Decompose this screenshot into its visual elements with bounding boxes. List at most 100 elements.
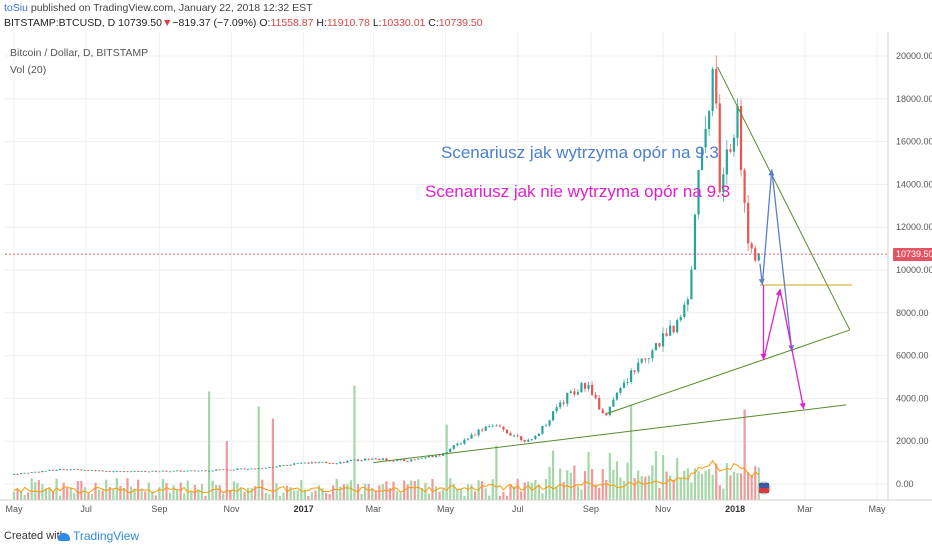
y-tick-label: 14000.00: [896, 179, 932, 189]
candle-body: [90, 470, 94, 471]
candle-body: [204, 470, 207, 472]
candle-body: [27, 472, 30, 474]
candle-body: [410, 459, 413, 462]
tradingview-link[interactable]: TradingView: [58, 529, 139, 543]
candle-body: [452, 445, 455, 449]
volume-bar: [463, 495, 466, 500]
candle-body: [555, 407, 558, 412]
candle-body: [289, 464, 292, 466]
candle-body: [300, 462, 303, 464]
volume-bar: [239, 488, 243, 500]
candle-body: [427, 455, 431, 458]
volume-bar: [481, 481, 484, 500]
candle-body: [715, 68, 718, 104]
volume-bar: [158, 487, 161, 500]
candle-body: [530, 439, 533, 440]
volume-bar: [622, 481, 626, 500]
volume-bar: [62, 482, 65, 500]
y-tick-label: 4000.00: [896, 393, 929, 403]
candle-body: [456, 443, 459, 446]
volume-bar: [669, 475, 672, 500]
volume-bar: [232, 481, 235, 500]
candle-body: [743, 169, 746, 203]
volume-bar: [637, 470, 640, 500]
scenario-arrows: [758, 169, 806, 410]
volume-bar: [207, 391, 211, 500]
scenario-blue-label: Scenariusz jak wytrzyma opór na 9.3: [441, 143, 719, 162]
candle-body: [403, 459, 406, 462]
candle-body: [140, 471, 143, 472]
scenario-segment: [779, 289, 805, 410]
candle-body: [339, 461, 342, 464]
volume-bar: [339, 486, 342, 500]
volume-bar: [654, 451, 658, 500]
change-arrow-icon: ▼: [161, 17, 173, 29]
volume-bar: [700, 473, 704, 500]
candle-body: [257, 468, 260, 470]
candle-body: [566, 393, 569, 404]
candle-body: [573, 391, 576, 395]
x-tick-label: Jul: [512, 504, 524, 514]
volume-bar: [48, 487, 51, 500]
candle-body: [254, 468, 257, 470]
volume-bar: [427, 493, 431, 500]
candle-body: [168, 471, 172, 473]
candle-body: [378, 459, 381, 461]
x-tick-label: Nov: [655, 504, 672, 514]
volume-bar: [186, 480, 189, 500]
volume-bar: [168, 493, 172, 500]
candle-body: [608, 406, 611, 416]
volume-bar: [491, 479, 494, 500]
candle-body: [236, 468, 239, 470]
volume-bar: [683, 470, 686, 500]
candle-body: [711, 68, 714, 112]
candle-body: [672, 325, 675, 333]
volume-bar: [94, 482, 97, 500]
volume-bar: [137, 479, 140, 500]
close-label: C:: [428, 17, 439, 29]
volume-bar: [310, 492, 314, 500]
volume-bar: [470, 484, 473, 500]
candle-body: [232, 469, 235, 471]
candle-body: [406, 461, 409, 462]
low-value: 10330.01: [381, 17, 426, 29]
open-value: 11558.87: [270, 17, 314, 29]
flag-icon: [757, 481, 771, 495]
volume-bar: [76, 481, 79, 500]
author-link[interactable]: toSiu: [4, 2, 28, 14]
volume-bar: [285, 485, 289, 500]
candle-body: [172, 470, 175, 472]
candle-body: [261, 468, 264, 470]
volume-bar: [736, 473, 739, 500]
arrow-head: [799, 402, 806, 410]
y-axis: 20000.00 18000.00 16000.00 14000.00 12000.00…: [896, 51, 932, 489]
volume-bar: [580, 489, 583, 500]
volume-bar: [729, 475, 732, 500]
candle-body: [34, 471, 37, 473]
candle-body: [491, 425, 494, 427]
candle-body: [87, 470, 90, 471]
last-price: 10739.50: [118, 17, 162, 29]
price-chart[interactable]: 20000.00 18000.00 16000.00 14000.00 12000.00…: [0, 0, 932, 526]
volume-bar: [122, 488, 126, 500]
candle-body: [321, 461, 324, 463]
candle-body: [186, 470, 189, 472]
volume-bar: [204, 495, 207, 500]
volume-bar: [353, 385, 356, 500]
candle-body: [83, 470, 87, 471]
candle-body: [154, 470, 157, 472]
volume-bar: [378, 485, 381, 500]
volume-bar: [647, 475, 650, 500]
volume-bar: [704, 470, 707, 500]
candle-body: [700, 147, 704, 170]
volume-bar: [711, 474, 714, 500]
volume-bar: [83, 487, 87, 500]
scenario-segment: [761, 169, 773, 286]
trend-line: [716, 66, 851, 331]
candle-body: [115, 471, 118, 472]
volume-bar: [289, 487, 292, 500]
volume-bar: [27, 492, 30, 500]
y-tick-label: 12000.00: [896, 222, 932, 232]
trend-line: [373, 404, 847, 464]
scenario-segment: [762, 289, 781, 361]
